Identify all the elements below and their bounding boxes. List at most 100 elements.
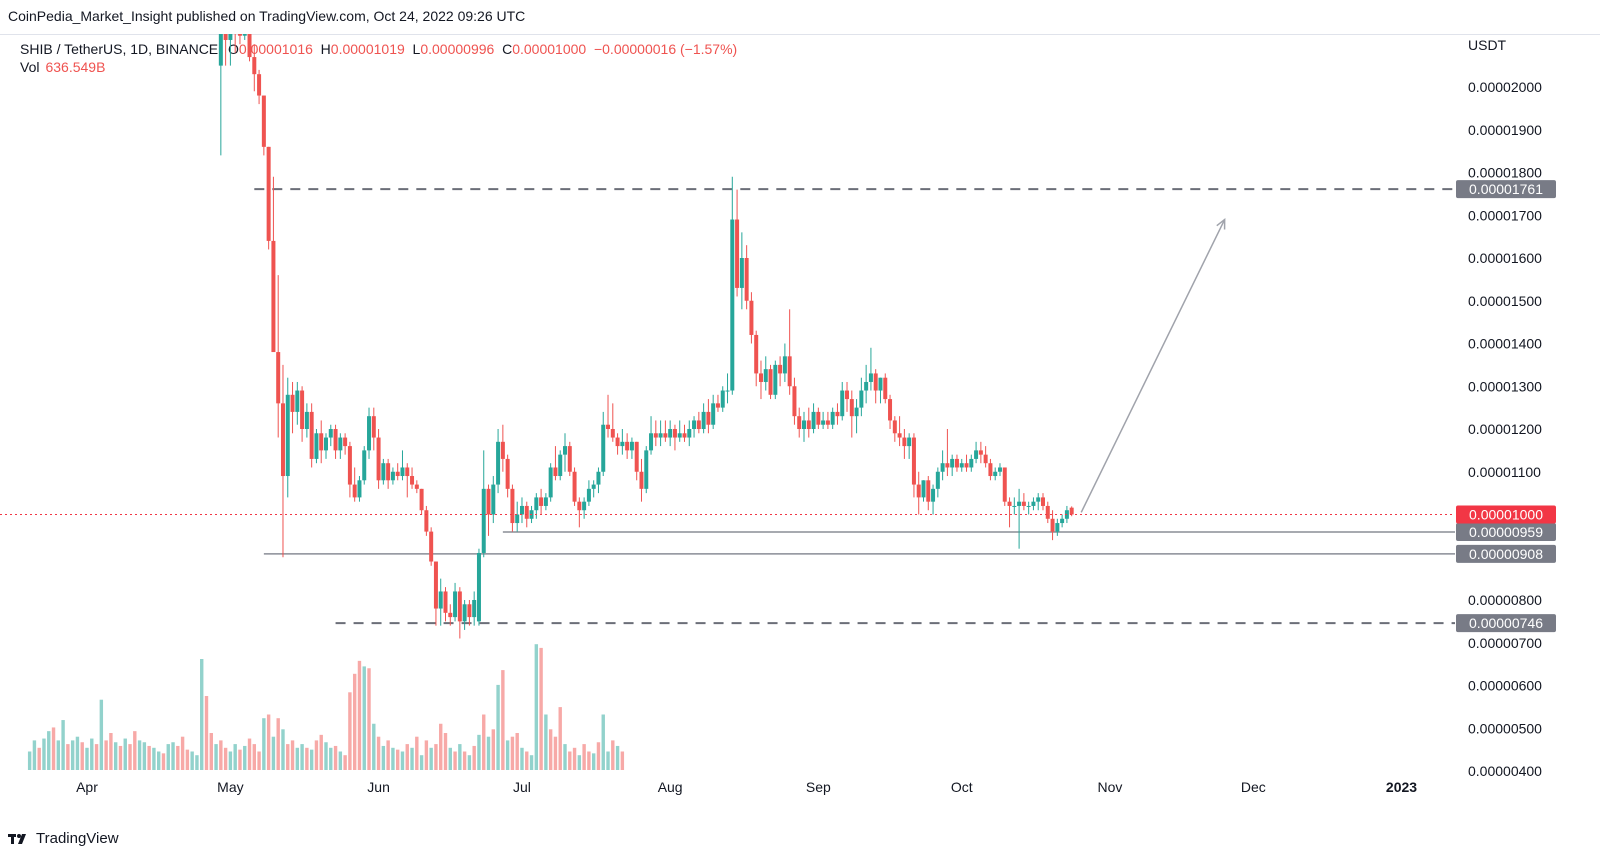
volume-bar — [400, 751, 405, 770]
candle-body — [218, 34, 223, 66]
volume-bar — [61, 720, 65, 770]
volume-bar — [362, 666, 366, 770]
candle-body — [453, 591, 458, 618]
time-tick-label: Jun — [367, 779, 390, 795]
volume-bar — [233, 744, 237, 770]
candle-body — [782, 356, 787, 374]
candle-body — [457, 591, 462, 622]
volume-bar — [601, 714, 605, 770]
candle-body — [367, 416, 372, 451]
tradingview-footer[interactable]: TradingView — [8, 830, 119, 847]
volume-bar — [27, 751, 32, 770]
candle-body — [649, 433, 654, 451]
candle-body — [821, 420, 826, 425]
price-tick-label: 0.00001900 — [1468, 122, 1542, 138]
volume-bar — [568, 751, 572, 770]
volume-bar — [295, 747, 300, 770]
candle-body — [371, 416, 376, 438]
candle-body — [300, 390, 305, 429]
candle-body — [692, 420, 697, 429]
candle-body — [639, 471, 644, 489]
candle-body — [486, 488, 491, 515]
price-chart[interactable]: USDT0.000020000.000019000.000018000.0000… — [0, 34, 1600, 824]
candle-body — [974, 450, 979, 459]
candle-body — [615, 437, 620, 447]
price-tick-label: 0.00001500 — [1468, 293, 1542, 309]
time-tick-label: Jul — [513, 779, 531, 795]
volume-bar — [37, 747, 41, 770]
time-tick-label: 2023 — [1386, 779, 1417, 795]
volume-bar — [157, 751, 161, 770]
tradingview-logo-icon — [8, 833, 26, 844]
candle-body — [811, 411, 816, 429]
candle-body — [395, 471, 400, 477]
candle-body — [854, 407, 859, 417]
price-tick-label: 0.00001400 — [1468, 336, 1542, 352]
candle-body — [620, 441, 625, 447]
volume-bar — [32, 740, 37, 770]
projection-arrow[interactable] — [1080, 217, 1226, 513]
candle-body — [591, 484, 596, 489]
candle-body — [247, 34, 252, 58]
price-levels — [254, 188, 1455, 625]
time-tick-label: Aug — [658, 779, 683, 795]
price-axis[interactable]: USDT0.000020000.000019000.000018000.0000… — [1468, 37, 1542, 779]
candle-body — [601, 424, 606, 472]
candle-body — [237, 34, 242, 36]
close-label: C — [502, 41, 513, 57]
volume-bar — [94, 744, 99, 770]
price-tick-label: 0.00000800 — [1468, 592, 1542, 608]
candle-body — [343, 437, 348, 447]
candle-body — [892, 420, 897, 434]
high-value: 0.00001019 — [330, 41, 405, 57]
volume-bar — [70, 740, 75, 770]
candle-body — [505, 458, 510, 489]
candle-body — [586, 488, 591, 502]
volume-bar — [123, 738, 127, 770]
volume-bar — [587, 751, 591, 770]
volume-bar — [572, 747, 577, 770]
candle-body — [386, 463, 391, 481]
volume-bar — [333, 745, 338, 770]
time-tick-label: Dec — [1241, 779, 1266, 795]
price-tick-label: 0.00001300 — [1468, 378, 1542, 394]
change-value: −0.00000016 (−1.57%) — [593, 41, 738, 57]
volume-bar — [266, 714, 271, 770]
volume-legend: Vol 636.549B — [20, 59, 105, 75]
candle-body — [778, 364, 783, 374]
volume-bar — [90, 738, 94, 770]
volume-bar — [286, 744, 290, 770]
candle-body — [1041, 497, 1045, 506]
candle-body — [314, 433, 319, 459]
candle-body — [696, 420, 701, 429]
time-axis[interactable]: Apr May Jun Jul Aug Sep Oct Nov Dec 2023 — [76, 779, 1417, 795]
volume-bar — [99, 699, 104, 770]
volume-bar — [615, 745, 620, 770]
candle-body — [476, 552, 481, 622]
footer-brand: TradingView — [36, 830, 119, 847]
candle-body — [663, 433, 668, 438]
volume-bar — [128, 744, 132, 770]
volume-bar — [137, 740, 142, 770]
candle-body — [1007, 501, 1012, 506]
candle-body — [572, 471, 577, 502]
candle-body — [610, 429, 615, 438]
volume-bar — [319, 734, 323, 770]
volume-bar — [458, 744, 462, 770]
candle-body — [677, 433, 682, 438]
price-tick-label: 0.00000700 — [1468, 635, 1542, 651]
candle-body — [548, 467, 553, 498]
candle-body — [333, 429, 338, 451]
candle-body — [802, 420, 806, 429]
volume-bar — [214, 744, 218, 770]
volume-bar — [544, 714, 548, 770]
volume-bar — [539, 647, 543, 770]
candle-body — [563, 446, 567, 455]
candle-body — [266, 146, 271, 241]
symbol-label[interactable]: SHIB / TetherUS, 1D, BINANCE — [20, 41, 219, 57]
candle-body — [978, 450, 983, 455]
volume-bar — [133, 731, 137, 770]
candle-body — [606, 424, 611, 429]
candle-body — [921, 480, 926, 498]
volume-bar — [276, 718, 280, 770]
